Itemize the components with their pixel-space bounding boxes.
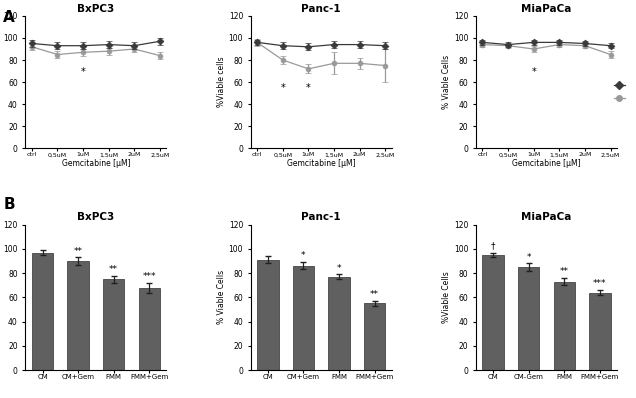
Bar	[67, 261, 89, 370]
Y-axis label: %Viable cells: %Viable cells	[217, 57, 226, 107]
Title: BxPC3: BxPC3	[77, 213, 114, 222]
Title: BxPC3: BxPC3	[77, 4, 114, 14]
Text: A: A	[3, 10, 15, 25]
Y-axis label: %Viable Cells: %Viable Cells	[442, 271, 451, 323]
Text: ***: ***	[142, 272, 156, 281]
Bar	[293, 266, 314, 370]
Legend: , : ,	[612, 79, 629, 104]
Bar	[103, 279, 124, 370]
Text: *: *	[531, 66, 536, 76]
X-axis label: Gemcitabine [μM]: Gemcitabine [μM]	[287, 159, 356, 168]
Text: ***: ***	[593, 279, 607, 288]
Text: *: *	[336, 263, 341, 273]
Text: **: **	[74, 246, 83, 256]
Text: **: **	[370, 290, 379, 299]
Y-axis label: % Viable Cells: % Viable Cells	[217, 270, 226, 324]
Bar	[364, 303, 385, 370]
Title: Panc-1: Panc-1	[301, 4, 341, 14]
Title: Panc-1: Panc-1	[301, 213, 341, 222]
X-axis label: Gemcitabine [μM]: Gemcitabine [μM]	[512, 159, 581, 168]
Text: **: **	[560, 267, 569, 276]
Bar	[257, 260, 279, 370]
Text: *: *	[527, 253, 531, 261]
Bar	[32, 252, 53, 370]
X-axis label: Gemcitabine [μM]: Gemcitabine [μM]	[62, 159, 130, 168]
Text: **: **	[109, 265, 118, 274]
Text: *: *	[306, 83, 311, 93]
Bar	[139, 288, 160, 370]
Bar	[518, 267, 539, 370]
Title: MiaPaCa: MiaPaCa	[522, 4, 572, 14]
Text: †: †	[491, 242, 495, 251]
Text: B: B	[3, 197, 15, 212]
Bar	[589, 293, 611, 370]
Bar	[553, 282, 575, 370]
Bar	[483, 255, 504, 370]
Text: *: *	[301, 252, 306, 260]
Title: MiaPaCa: MiaPaCa	[522, 213, 572, 222]
Y-axis label: % Viable Cells: % Viable Cells	[442, 55, 451, 109]
Text: *: *	[280, 83, 285, 93]
Text: *: *	[81, 66, 85, 76]
Bar	[328, 277, 350, 370]
